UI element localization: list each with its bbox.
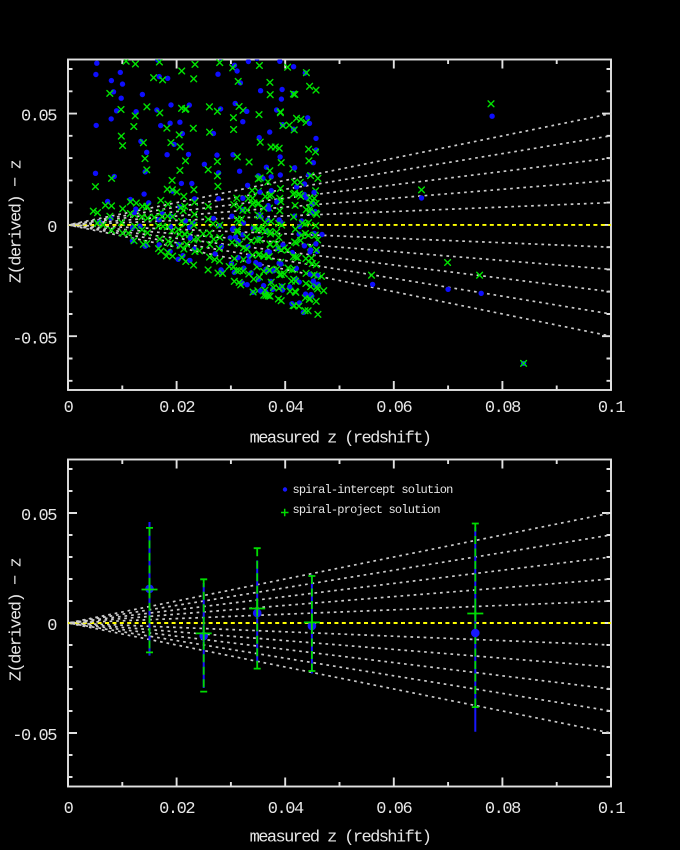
svg-text:0.05: 0.05 (21, 108, 57, 127)
svg-text:0.1: 0.1 (598, 399, 626, 418)
svg-text:Z(derived) − z: Z(derived) − z (8, 558, 27, 681)
svg-text:0.08: 0.08 (485, 399, 521, 418)
svg-text:0.05: 0.05 (21, 507, 57, 526)
svg-text:measured z (redshift): measured z (redshift) (250, 430, 431, 449)
svg-text:measured z (redshift): measured z (redshift) (250, 829, 431, 848)
svg-text:0: 0 (47, 219, 57, 238)
svg-text:0.1: 0.1 (598, 800, 626, 819)
svg-text:0.04: 0.04 (268, 800, 304, 819)
svg-text:0: 0 (64, 800, 74, 819)
svg-text:0.04: 0.04 (268, 399, 304, 418)
svg-text:-0.05: -0.05 (12, 727, 57, 746)
svg-text:Z(derived) − z: Z(derived) − z (8, 160, 27, 283)
svg-text:spiral-intercept solution: spiral-intercept solution (293, 483, 454, 497)
svg-text:0.08: 0.08 (485, 800, 521, 819)
svg-text:0.02: 0.02 (159, 399, 194, 418)
svg-text:0: 0 (47, 617, 57, 636)
svg-text:0: 0 (64, 399, 74, 418)
svg-text:0.02: 0.02 (159, 800, 194, 819)
svg-text:spiral-project solution: spiral-project solution (293, 503, 441, 517)
svg-text:-0.05: -0.05 (12, 330, 57, 349)
svg-text:0.06: 0.06 (376, 399, 412, 418)
svg-text:0.06: 0.06 (376, 800, 412, 819)
